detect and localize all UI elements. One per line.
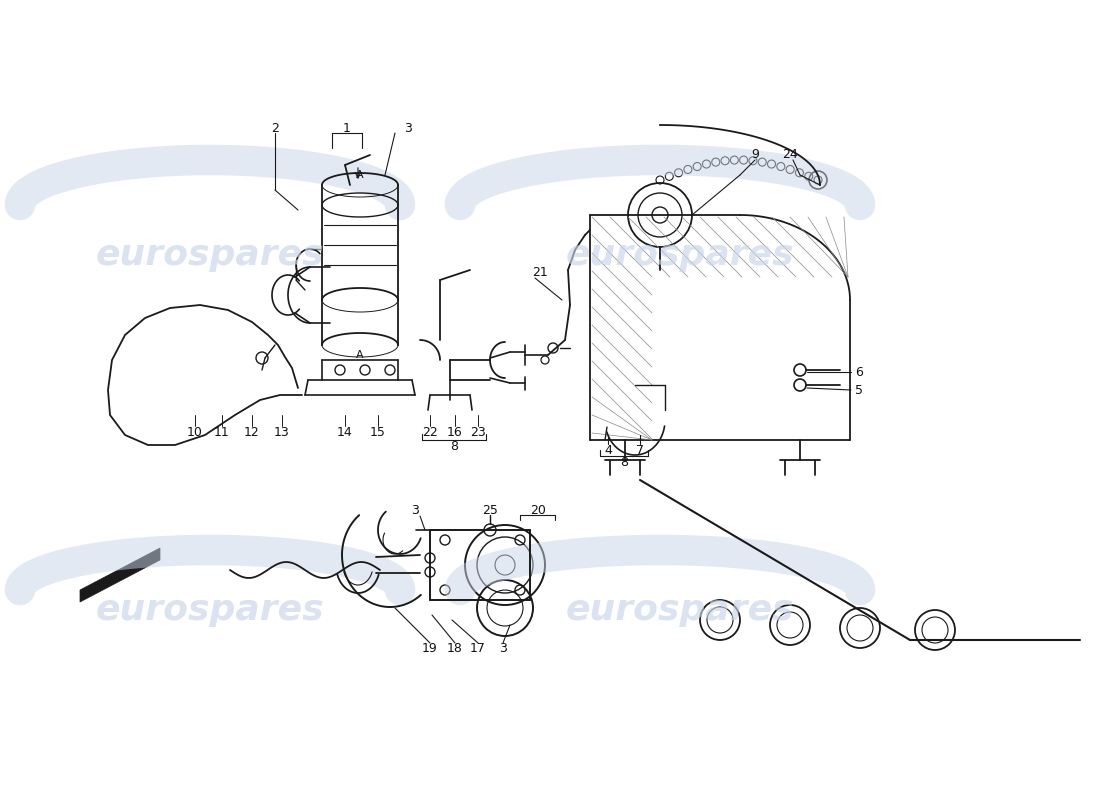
Text: 7: 7 — [636, 443, 644, 457]
Text: 4: 4 — [604, 443, 612, 457]
Text: 14: 14 — [337, 426, 353, 438]
Text: eurospares: eurospares — [96, 593, 324, 627]
Text: 3: 3 — [499, 642, 507, 654]
Text: 18: 18 — [447, 642, 463, 654]
Text: 9: 9 — [751, 149, 759, 162]
Text: A: A — [356, 170, 364, 180]
Text: 13: 13 — [274, 426, 290, 438]
Text: 25: 25 — [482, 503, 498, 517]
Text: 22: 22 — [422, 426, 438, 438]
Text: A: A — [356, 350, 364, 360]
Text: 15: 15 — [370, 426, 386, 438]
Text: eurospares: eurospares — [565, 593, 794, 627]
Polygon shape — [80, 548, 160, 602]
Text: 24: 24 — [782, 149, 797, 162]
Text: 10: 10 — [187, 426, 202, 438]
Text: 19: 19 — [422, 642, 438, 654]
Text: 20: 20 — [530, 503, 546, 517]
Text: 12: 12 — [244, 426, 260, 438]
Text: eurospares: eurospares — [565, 238, 794, 272]
Text: 16: 16 — [447, 426, 463, 438]
Text: 1: 1 — [343, 122, 351, 134]
Text: eurospares: eurospares — [96, 238, 324, 272]
Text: 23: 23 — [470, 426, 486, 438]
Text: 11: 11 — [214, 426, 230, 438]
Text: 8: 8 — [450, 441, 458, 454]
Text: 21: 21 — [532, 266, 548, 278]
Text: 5: 5 — [855, 383, 864, 397]
Text: 3: 3 — [411, 503, 419, 517]
Text: 17: 17 — [470, 642, 486, 654]
Text: 2: 2 — [271, 122, 279, 134]
Text: 6: 6 — [855, 366, 862, 378]
Text: 8: 8 — [620, 455, 628, 469]
Text: 3: 3 — [404, 122, 411, 134]
